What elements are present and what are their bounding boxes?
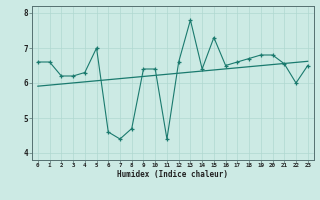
X-axis label: Humidex (Indice chaleur): Humidex (Indice chaleur) bbox=[117, 170, 228, 179]
